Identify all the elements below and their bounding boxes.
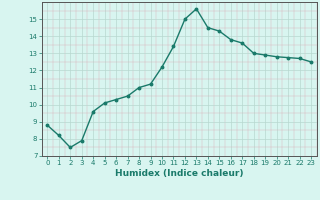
X-axis label: Humidex (Indice chaleur): Humidex (Indice chaleur) xyxy=(115,169,244,178)
